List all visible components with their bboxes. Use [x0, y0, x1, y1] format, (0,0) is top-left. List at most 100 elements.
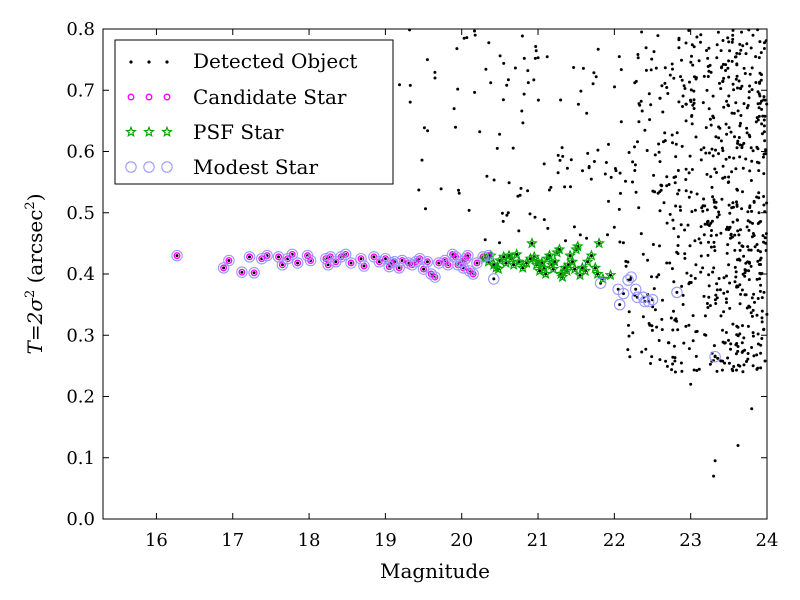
detected-object-point [745, 106, 749, 110]
modest-star-point [393, 262, 405, 274]
legend-marker-detected [129, 60, 133, 64]
detected-object-point [724, 297, 728, 301]
detected-object-point [758, 289, 762, 293]
detected-object-point [741, 349, 745, 353]
detected-object-point [736, 139, 740, 143]
detected-object-point [732, 365, 736, 368]
detected-object-point [652, 173, 656, 177]
detected-object-point [660, 328, 664, 332]
legend-label-psf: PSF Star [193, 120, 284, 144]
detected-object-point [502, 255, 506, 259]
detected-object-point [702, 197, 706, 201]
detected-object-point [694, 354, 698, 358]
detected-object-point [749, 179, 753, 182]
detected-object-point [560, 146, 564, 150]
detected-object-point [752, 292, 756, 296]
detected-object-point [680, 369, 684, 373]
detected-object-point [467, 208, 471, 212]
detected-object-point [485, 174, 489, 178]
detected-object-point [650, 57, 654, 61]
detected-object-point [721, 79, 725, 83]
detected-object-point [706, 306, 710, 309]
detected-object-point [240, 270, 244, 274]
detected-object-point [720, 197, 724, 201]
detected-object-point [719, 49, 723, 53]
detected-object-point [691, 63, 695, 67]
detected-object-point [746, 357, 750, 361]
detected-object-point [685, 271, 689, 275]
detected-object-point [713, 205, 717, 209]
detected-object-point [349, 261, 353, 265]
detected-object-point [730, 59, 734, 63]
detected-object-point [714, 135, 718, 139]
modest-star-point [291, 257, 304, 269]
detected-object-point [734, 77, 738, 81]
detected-object-point [634, 190, 638, 194]
candidate-star-point [225, 257, 233, 264]
modest-star-point [413, 252, 426, 265]
y-label-exp-1: 2 [23, 290, 38, 298]
detected-object-point [532, 78, 536, 82]
detected-object-point [705, 208, 709, 212]
detected-object-point [741, 190, 744, 194]
detected-object-point [747, 90, 751, 94]
modest-star-point [452, 259, 464, 271]
detected-object-point [549, 185, 553, 189]
detected-object-point [699, 33, 703, 37]
detected-object-point [636, 140, 639, 144]
detected-object-point [738, 124, 742, 128]
detected-object-point [644, 46, 648, 50]
detected-object-point [677, 188, 681, 192]
detected-object-point [578, 273, 582, 277]
detected-object-point [731, 28, 735, 32]
detected-object-point [673, 181, 677, 185]
detected-object-point [719, 139, 723, 143]
detected-object-point [734, 270, 738, 274]
detected-object-point [724, 157, 728, 161]
modest-star-point [639, 295, 651, 308]
modest-star-point [671, 286, 683, 299]
detected-object-point [649, 68, 653, 72]
modest-star-point [396, 254, 408, 267]
detected-object-point [695, 329, 699, 333]
detected-object-point [699, 270, 703, 274]
psf-star-point [547, 262, 560, 275]
detected-object-point [684, 324, 688, 328]
detected-object-point [662, 140, 665, 144]
modest-star-point [373, 255, 386, 268]
detected-object-point [746, 245, 750, 249]
detected-object-point [724, 331, 728, 334]
detected-object-point [734, 101, 738, 105]
detected-object-point [747, 248, 751, 252]
detected-object-point [659, 188, 663, 192]
detected-object-points [175, 28, 769, 478]
detected-object-point [763, 152, 767, 156]
detected-object-point [727, 104, 731, 108]
detected-object-point [546, 226, 550, 230]
detected-object-point [719, 314, 723, 318]
detected-object-point [722, 105, 726, 109]
detected-object-point [521, 121, 525, 125]
detected-object-point [762, 98, 766, 102]
detected-object-point [722, 310, 726, 314]
detected-object-point [693, 208, 697, 212]
detected-object-point [732, 111, 736, 115]
modest-star-point [617, 287, 630, 300]
detected-object-point [653, 308, 657, 312]
detected-object-point [731, 201, 735, 205]
detected-object-point [726, 356, 730, 360]
detected-object-point [702, 74, 706, 78]
detected-object-point [714, 148, 717, 152]
detected-object-point [591, 82, 595, 86]
detected-object-point [711, 270, 715, 274]
detected-object-point [673, 318, 677, 322]
psf-star-point [561, 264, 573, 276]
detected-object-point [710, 219, 714, 223]
psf-star-point [604, 269, 617, 281]
detected-object-point [680, 144, 684, 148]
detected-object-point [747, 278, 751, 282]
detected-object-point [702, 233, 706, 237]
detected-object-point [222, 266, 226, 270]
detected-object-point [501, 98, 505, 102]
detected-object-point [742, 102, 746, 106]
